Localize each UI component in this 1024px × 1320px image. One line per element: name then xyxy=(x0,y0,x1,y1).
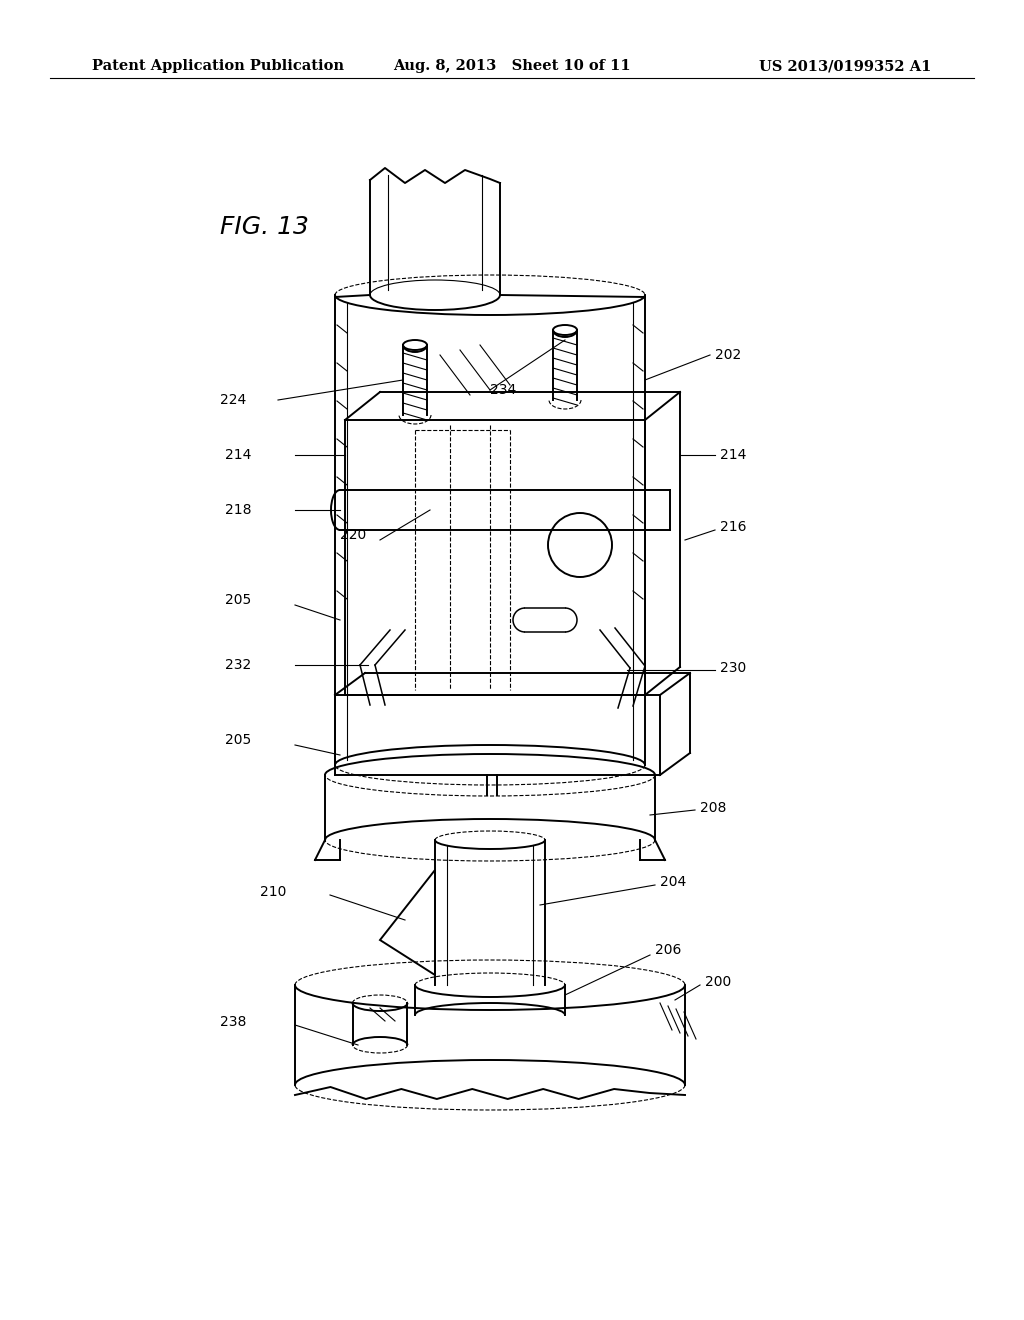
Text: 218: 218 xyxy=(225,503,252,517)
Text: 202: 202 xyxy=(715,348,741,362)
Text: 220: 220 xyxy=(340,528,367,543)
Text: Patent Application Publication: Patent Application Publication xyxy=(92,59,344,74)
Text: Aug. 8, 2013   Sheet 10 of 11: Aug. 8, 2013 Sheet 10 of 11 xyxy=(393,59,631,74)
Text: 238: 238 xyxy=(220,1015,247,1030)
Text: 205: 205 xyxy=(225,733,251,747)
Text: 205: 205 xyxy=(225,593,251,607)
Text: 214: 214 xyxy=(720,447,746,462)
Text: 234: 234 xyxy=(490,383,516,397)
Text: 210: 210 xyxy=(260,884,287,899)
Text: 214: 214 xyxy=(225,447,251,462)
Text: 208: 208 xyxy=(700,801,726,814)
Text: 200: 200 xyxy=(705,975,731,989)
Text: 224: 224 xyxy=(220,393,246,407)
Text: 216: 216 xyxy=(720,520,746,535)
Text: 206: 206 xyxy=(655,942,681,957)
Text: US 2013/0199352 A1: US 2013/0199352 A1 xyxy=(760,59,932,74)
Text: 232: 232 xyxy=(225,657,251,672)
Text: FIG. 13: FIG. 13 xyxy=(220,215,309,239)
Text: 204: 204 xyxy=(660,875,686,888)
Text: 230: 230 xyxy=(720,661,746,675)
